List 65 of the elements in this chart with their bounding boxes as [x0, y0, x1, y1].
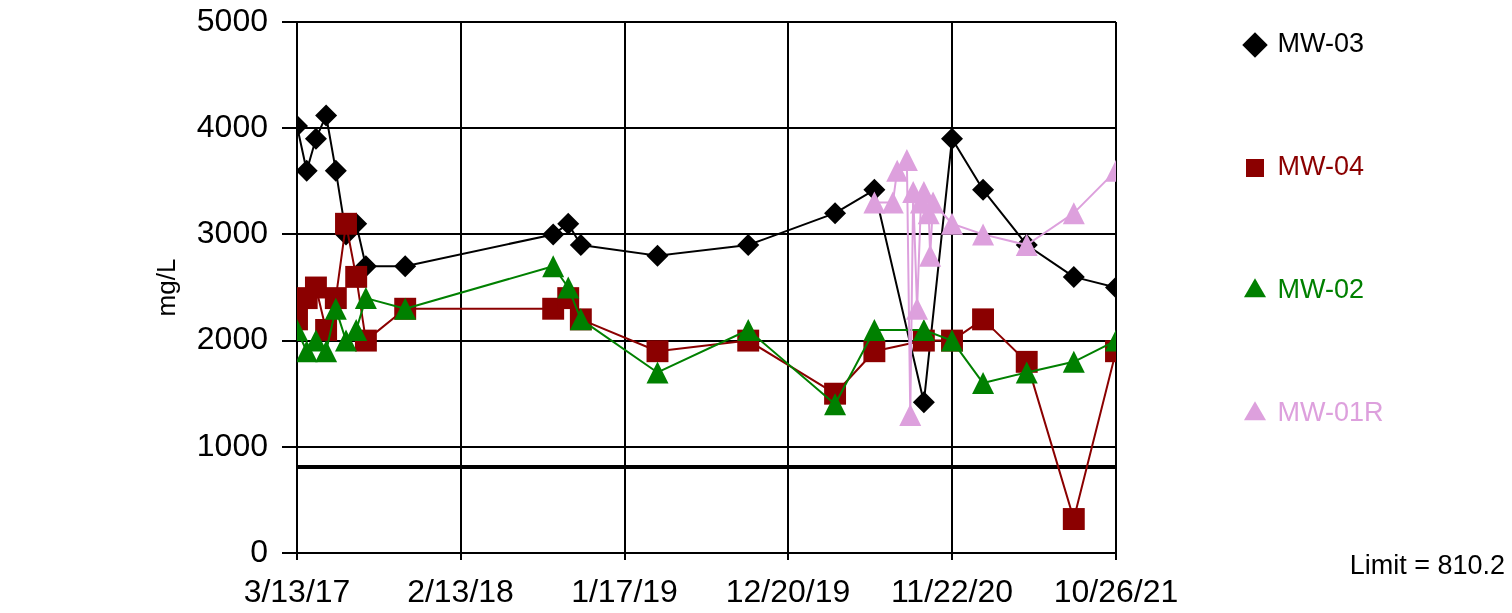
point	[919, 244, 942, 267]
point	[394, 255, 417, 278]
point	[972, 223, 995, 246]
text: Limit = 810.2	[1349, 550, 1505, 581]
point	[315, 340, 338, 363]
point	[1062, 508, 1085, 530]
legend-label: MW-02	[1277, 274, 1365, 305]
point	[324, 297, 347, 320]
point	[324, 159, 347, 182]
point	[863, 318, 886, 341]
point	[335, 212, 357, 235]
point	[824, 393, 847, 416]
point	[646, 361, 669, 384]
point	[557, 212, 580, 235]
point	[335, 329, 357, 352]
legend-label: MW-01R	[1277, 397, 1384, 428]
point	[297, 159, 318, 182]
point	[941, 127, 964, 150]
point	[972, 308, 995, 331]
point	[304, 276, 327, 299]
y-tick-label: 2000	[196, 320, 268, 357]
point	[1062, 350, 1085, 373]
point	[824, 202, 847, 225]
point	[737, 318, 760, 341]
legend-label: MW-03	[1277, 28, 1365, 59]
point	[315, 104, 338, 127]
point	[886, 159, 909, 182]
point	[972, 372, 995, 395]
point	[354, 287, 377, 310]
y-tick-label: 4000	[196, 108, 268, 145]
point	[912, 318, 935, 341]
x-tick-label: 11/22/20	[890, 573, 1014, 610]
x-tick-label: 10/26/21	[1053, 573, 1179, 610]
x-tick-label: 1/17/19	[571, 573, 678, 610]
y-tick-label: 5000	[196, 1, 268, 38]
point	[569, 234, 592, 257]
y-tick-label: 3000	[196, 214, 268, 251]
point	[304, 127, 327, 150]
point	[345, 265, 368, 288]
point	[646, 244, 669, 267]
x-tick-label: 3/13/17	[243, 573, 351, 610]
point	[542, 255, 565, 278]
point	[345, 318, 368, 341]
x-tick-label: 12/20/19	[725, 573, 851, 610]
point	[646, 340, 669, 363]
y-tick-label: 1000	[196, 426, 268, 463]
point	[972, 178, 995, 201]
legend-label: MW-04	[1277, 151, 1365, 182]
point	[1015, 361, 1038, 384]
point	[899, 403, 922, 426]
point	[912, 391, 935, 414]
point	[881, 191, 904, 214]
point	[863, 340, 886, 363]
x-tick-label: 2/13/18	[407, 573, 514, 610]
point	[1062, 265, 1085, 288]
y-tick-label: 0	[250, 532, 268, 569]
point	[863, 191, 886, 214]
y-axis-title: mg/L	[150, 258, 181, 317]
point	[941, 212, 964, 235]
point	[906, 297, 929, 320]
point	[542, 223, 565, 246]
point	[922, 191, 945, 214]
point	[557, 276, 580, 299]
point	[737, 234, 760, 257]
point	[1062, 202, 1085, 225]
